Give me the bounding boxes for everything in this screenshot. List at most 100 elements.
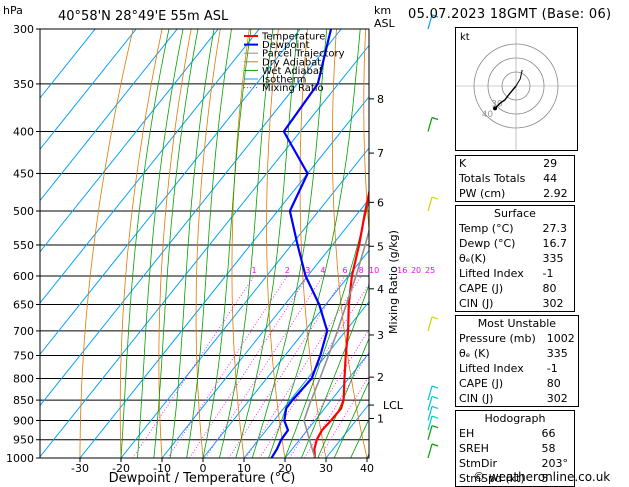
isotherm-line — [40, 29, 219, 253]
index-row: PW (cm) 2.92 — [456, 186, 575, 202]
index-row: K 29 — [456, 156, 575, 172]
pressure-tick-label: 700 — [13, 325, 34, 338]
wind-barb-flag — [431, 196, 439, 200]
dry-adiabat-line — [363, 29, 369, 235]
wind-barb-shaft — [427, 316, 433, 332]
index-value: 44 — [543, 172, 558, 185]
index-label: Totals Totals — [459, 172, 526, 185]
parcel-trajectory-line — [303, 227, 369, 458]
dry-adiabat-line — [394, 29, 449, 458]
index-label: Lifted Index — [459, 362, 524, 375]
index-row: Dewp (°C) 16.7 — [456, 236, 575, 251]
wet-adiabat-line — [219, 29, 274, 458]
dry-adiabat-line — [119, 29, 163, 458]
index-row: CIN (J) 302 — [456, 296, 575, 312]
index-row: StmDir 203° — [456, 456, 575, 471]
pressure-tick-label: 500 — [13, 205, 34, 218]
mixing-ratio-label: 10 — [369, 266, 379, 275]
index-value: 80 — [546, 377, 561, 390]
mixing-ratio-label: 1 — [252, 266, 257, 275]
hodograph-ring-label: 40 — [482, 110, 494, 120]
hodograph-unit-label: kt — [460, 32, 470, 43]
section-title: Hodograph — [484, 412, 546, 425]
index-label: PW (cm) — [459, 187, 506, 200]
index-label: Temp (°C) — [459, 222, 514, 235]
index-value: 66 — [541, 427, 556, 440]
km-tick-label: 5 — [377, 240, 384, 253]
isotherm-line — [40, 29, 260, 304]
km-tick-label: 8 — [377, 93, 384, 106]
mixing-ratio-label: 20 — [411, 266, 421, 275]
wind-barb-flag — [431, 425, 439, 429]
wind-barb-shaft — [427, 385, 433, 401]
index-label: StmSpd (kt) — [459, 472, 525, 485]
wind-barb-flag — [431, 116, 439, 121]
index-value: 335 — [542, 252, 564, 265]
location-title: 40°58'N 28°49'E 55m ASL — [58, 9, 229, 24]
mixing-ratio-label: 3 — [305, 266, 310, 275]
pressure-tick-label: 650 — [13, 298, 34, 311]
wet-adiabat-line — [268, 29, 361, 458]
mixing-ratio-label: 6 — [342, 266, 347, 275]
wet-adiabat-line — [301, 283, 369, 458]
section-title-row: Hodograph — [456, 411, 575, 427]
dry-adiabat-line — [79, 29, 134, 458]
pressure-tick-label: 350 — [13, 78, 34, 91]
lcl-label: LCL — [383, 399, 404, 412]
wind-barb-shaft — [427, 196, 433, 212]
copyright-credit: © weatheronline.co.uk — [473, 470, 611, 484]
index-value: -1 — [542, 267, 554, 280]
isotherm-line — [79, 95, 369, 458]
index-row: Temp (°C) 27.3 — [456, 221, 575, 236]
temperature-tick-label: -30 — [71, 462, 89, 475]
wet-adiabat-line — [153, 29, 199, 458]
index-row: Pressure (mb) 1002 — [456, 331, 579, 346]
wet-adiabat-line — [137, 29, 184, 458]
mixing-ratio-label: 4 — [320, 266, 325, 275]
wet-adiabat-line — [169, 29, 215, 458]
hodograph-trace — [494, 85, 517, 109]
dry-adiabat-line — [231, 29, 250, 458]
wet-adiabat-line — [235, 29, 299, 458]
isotherm-line — [243, 300, 369, 458]
temperature-tick-label: 20 — [278, 462, 292, 475]
hodograph-endpoint — [493, 106, 497, 111]
pressure-tick-label: 1000 — [6, 452, 34, 465]
datetime-title: 05.07.2023 18GMT (Base: 06) — [408, 7, 612, 22]
wind-barb-shaft — [427, 117, 433, 132]
mixing-ratio-line — [318, 375, 369, 458]
mixing-ratio-label: 16 — [397, 266, 407, 275]
legend-label: Parcel Trajectory — [262, 49, 345, 60]
dry-adiabat-line — [331, 29, 368, 458]
basic-indices-table: K 29 Totals Totals 44 PW (cm) 2.92 — [455, 155, 575, 202]
dewpoint-line — [270, 29, 333, 458]
wet-adiabat-line — [251, 29, 328, 458]
pressure-unit-label: hPa — [3, 4, 23, 17]
mixing-ratio-line — [245, 275, 362, 458]
wind-barb-flag — [431, 415, 439, 419]
index-row: θₑ (K) 335 — [456, 346, 579, 361]
index-label: CAPE (J) — [459, 377, 504, 390]
index-label: Dewp (°C) — [459, 237, 516, 250]
wet-adiabat-line — [284, 199, 369, 458]
wind-barb-shaft — [427, 425, 433, 440]
pressure-tick-label: 600 — [13, 270, 34, 283]
isotherm-line — [40, 29, 178, 202]
temperature-tick-label: -10 — [153, 462, 171, 475]
wind-barb-flag — [431, 14, 439, 18]
mixing-ratio-line — [189, 275, 309, 458]
legend-label: Dry Adiabat — [262, 57, 321, 68]
section-title: Most Unstable — [477, 317, 557, 330]
temperature-tick-label: 0 — [200, 462, 207, 475]
index-value: 27.3 — [542, 222, 568, 235]
surface-table: Surface Temp (°C) 27.3 Dewp (°C) 16.7 θₑ(K) 33… — [455, 205, 575, 312]
km-unit-label: km — [374, 4, 391, 17]
wind-barb-shaft — [427, 443, 433, 459]
mixing-ratio-label: 25 — [425, 266, 435, 275]
mixing-ratio-line — [304, 351, 369, 458]
wet-adiabat-line — [202, 29, 252, 458]
legend-label: Isotherm — [262, 75, 306, 86]
index-value: 203° — [541, 457, 568, 470]
wet-adiabat-line — [120, 29, 170, 458]
